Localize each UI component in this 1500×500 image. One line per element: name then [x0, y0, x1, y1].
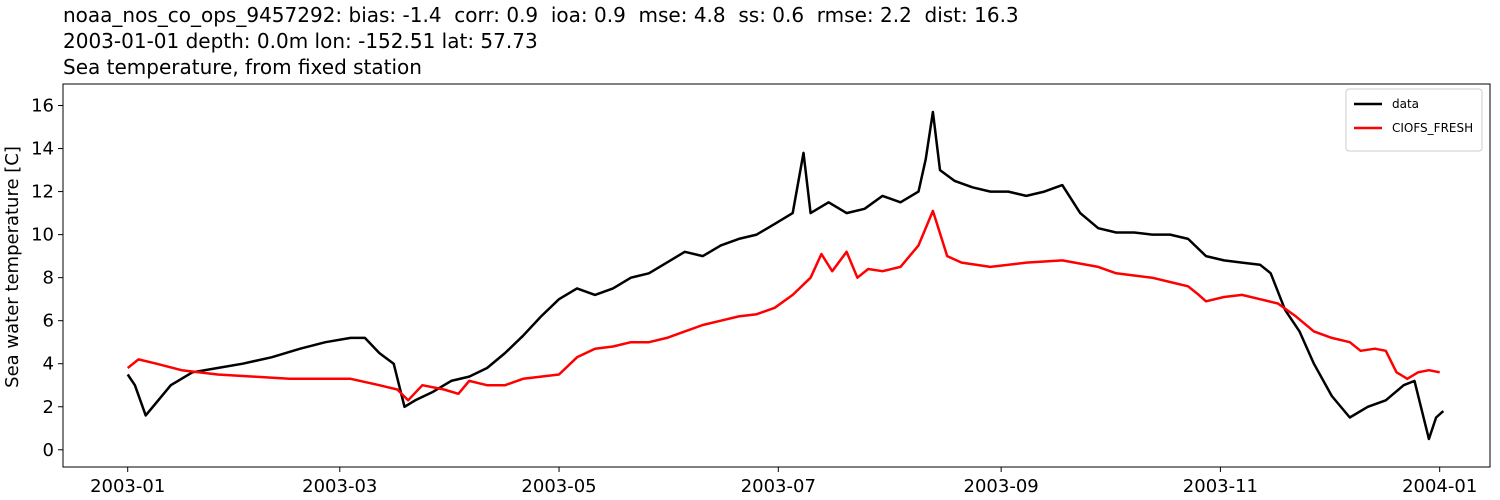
data-line — [126, 209, 1440, 402]
y-tick-label: 10 — [31, 225, 54, 246]
y-tick-label: 8 — [43, 268, 54, 289]
x-tick-label: 2003-05 — [521, 476, 596, 497]
chart-subtitle: 2003-01-01 depth: 0.0m lon: -152.51 lat:… — [63, 29, 538, 53]
chart-caption: Sea temperature, from fixed station — [63, 55, 422, 79]
y-axis-label: Sea water temperature [C] — [2, 146, 23, 388]
data-line — [126, 110, 1445, 441]
x-tick-label: 2003-09 — [964, 476, 1039, 497]
plot-frame — [62, 83, 1491, 468]
y-tick-label: 2 — [43, 397, 54, 418]
y-tick-label: 16 — [31, 96, 54, 117]
y-tick-label: 6 — [43, 311, 54, 332]
x-tick-label: 2003-07 — [741, 476, 816, 497]
y-tick-label: 0 — [43, 440, 54, 461]
chart-title: noaa_nos_co_ops_9457292: bias: -1.4 corr… — [63, 3, 1019, 27]
y-tick-label: 4 — [43, 354, 54, 375]
y-tick-label: 14 — [31, 139, 54, 160]
x-tick-label: 2004-01 — [1402, 476, 1477, 497]
x-tick-label: 2003-01 — [90, 476, 165, 497]
x-tick-label: 2003-03 — [302, 476, 377, 497]
legend-label: CIOFS_FRESH — [1392, 121, 1473, 135]
x-tick-label: 2003-11 — [1183, 476, 1258, 497]
y-tick-label: 12 — [31, 182, 54, 203]
legend-label: data — [1392, 97, 1419, 111]
